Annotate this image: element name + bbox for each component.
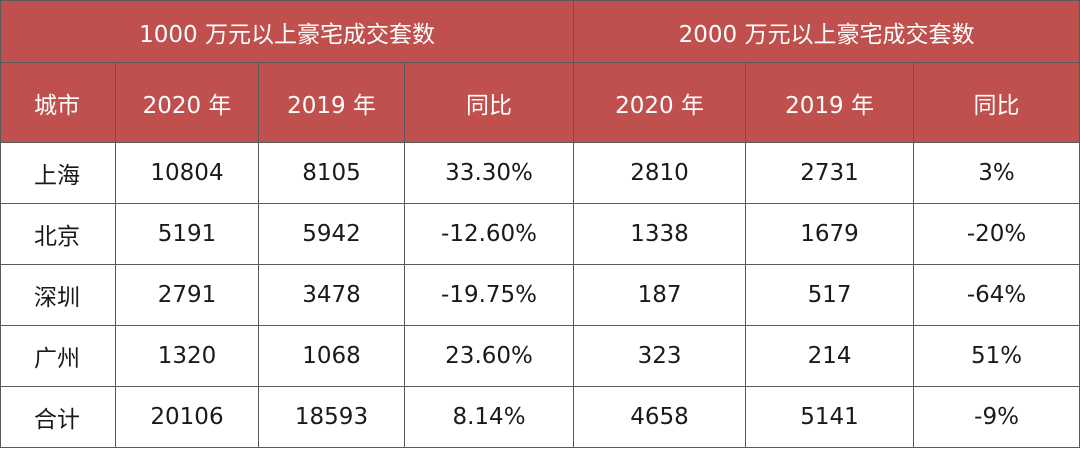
table-row-total: 合计 20106 18593 8.14% 4658 5141 -9%	[0, 386, 1080, 448]
table-cell: 214	[745, 325, 915, 387]
table-cell: 1320	[115, 325, 259, 387]
table-cell: 18593	[258, 386, 405, 448]
table-cell: 5942	[258, 203, 405, 265]
table-cell: 3478	[258, 264, 405, 326]
column-header-1000w-yoy: 同比	[403, 62, 575, 143]
table-cell: 2791	[115, 264, 259, 326]
table-cell: -64%	[913, 264, 1080, 326]
table-row: 上海 10804 8105 33.30% 2810 2731 3%	[0, 142, 1080, 204]
table-row: 北京 5191 5942 -12.60% 1338 1679 -20%	[0, 203, 1080, 265]
table-cell: 4658	[573, 386, 747, 448]
city-cell: 广州	[0, 325, 116, 387]
group-header-2000w: 2000 万元以上豪宅成交套数	[573, 0, 1080, 63]
table-cell: 20106	[115, 386, 259, 448]
city-cell: 北京	[0, 203, 116, 265]
table-cell: 8105	[258, 142, 405, 204]
column-header-city: 城市	[0, 62, 116, 143]
table-cell: -20%	[913, 203, 1080, 265]
table-cell: 5191	[115, 203, 259, 265]
table-cell: 5141	[745, 386, 915, 448]
group-header-1000w: 1000 万元以上豪宅成交套数	[0, 0, 575, 63]
column-header-2000w-yoy: 同比	[913, 62, 1080, 143]
table-cell: -19.75%	[403, 264, 575, 326]
table-cell: 517	[745, 264, 915, 326]
column-header-1000w-2020: 2020 年	[115, 62, 259, 143]
column-header-2000w-2020: 2020 年	[573, 62, 747, 143]
table-cell: 1338	[573, 203, 747, 265]
table-cell: 23.60%	[403, 325, 575, 387]
city-cell: 深圳	[0, 264, 116, 326]
table-cell: 3%	[913, 142, 1080, 204]
table-cell: 323	[573, 325, 747, 387]
table-cell: -12.60%	[403, 203, 575, 265]
city-cell: 上海	[0, 142, 116, 204]
column-header-row: 城市 2020 年 2019 年 同比 2020 年 2019 年 同比	[0, 62, 1080, 143]
table-cell: 2810	[573, 142, 747, 204]
column-header-2000w-2019: 2019 年	[745, 62, 915, 143]
table-cell: -9%	[913, 386, 1080, 448]
table-cell: 8.14%	[403, 386, 575, 448]
table-row: 广州 1320 1068 23.60% 323 214 51%	[0, 325, 1080, 387]
table-cell: 187	[573, 264, 747, 326]
column-header-1000w-2019: 2019 年	[258, 62, 405, 143]
table-cell: 1068	[258, 325, 405, 387]
table-cell: 1679	[745, 203, 915, 265]
table-cell: 2731	[745, 142, 915, 204]
city-cell: 合计	[0, 386, 116, 448]
group-header-row: 1000 万元以上豪宅成交套数 2000 万元以上豪宅成交套数	[0, 0, 1080, 63]
table-cell: 10804	[115, 142, 259, 204]
table-row: 深圳 2791 3478 -19.75% 187 517 -64%	[0, 264, 1080, 326]
table-cell: 33.30%	[403, 142, 575, 204]
table-cell: 51%	[913, 325, 1080, 387]
